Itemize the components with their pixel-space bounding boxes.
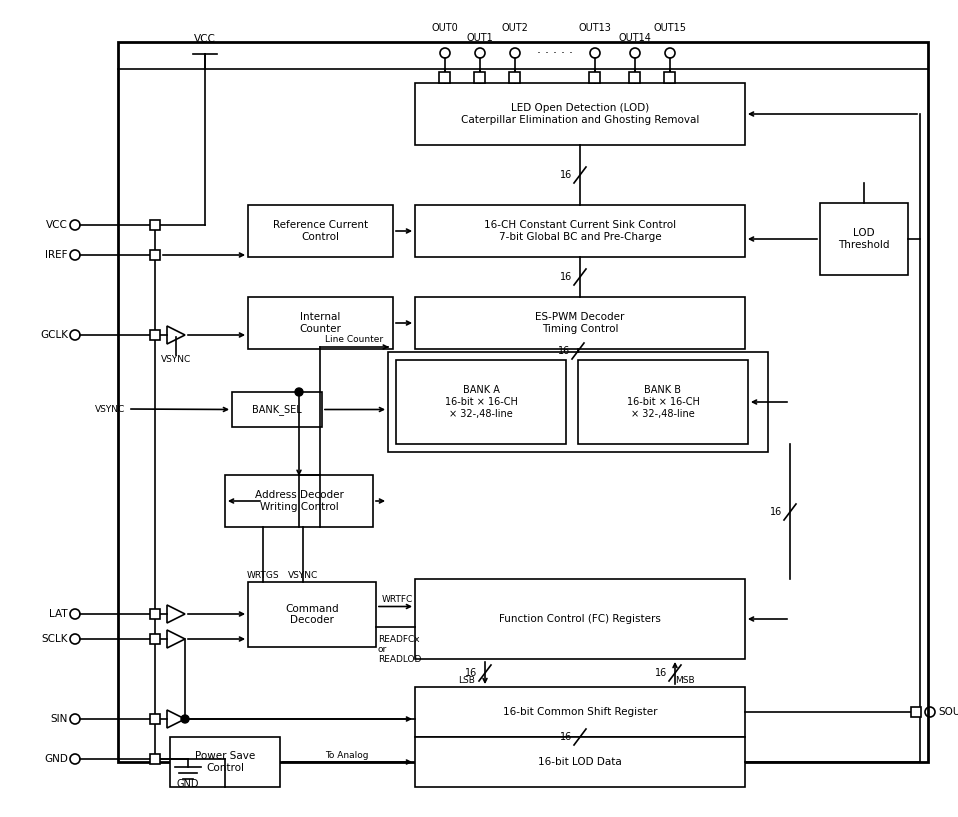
- Text: Command
Decoder: Command Decoder: [285, 604, 339, 625]
- Text: ES-PWM Decoder
Timing Control: ES-PWM Decoder Timing Control: [536, 312, 625, 334]
- Text: OUT15: OUT15: [653, 23, 687, 33]
- FancyBboxPatch shape: [118, 42, 928, 762]
- Text: To Analog: To Analog: [326, 751, 369, 760]
- Text: WRTGS: WRTGS: [247, 571, 280, 580]
- Text: Power Save
Control: Power Save Control: [194, 751, 255, 773]
- Text: OUT2: OUT2: [502, 23, 529, 33]
- Text: 16: 16: [559, 272, 572, 282]
- Text: 16-bit LOD Data: 16-bit LOD Data: [538, 757, 622, 767]
- Text: VSYNC: VSYNC: [287, 571, 318, 580]
- Text: 16: 16: [559, 732, 572, 742]
- Text: GND: GND: [176, 779, 199, 789]
- FancyBboxPatch shape: [150, 609, 160, 619]
- FancyBboxPatch shape: [225, 475, 373, 527]
- Text: Internal
Counter: Internal Counter: [300, 312, 341, 334]
- Text: 16: 16: [769, 507, 782, 517]
- Text: OUT13: OUT13: [579, 23, 611, 33]
- Text: SCLK: SCLK: [41, 634, 68, 644]
- Text: OUT14: OUT14: [619, 33, 651, 43]
- Circle shape: [295, 388, 303, 396]
- FancyBboxPatch shape: [232, 392, 322, 427]
- FancyBboxPatch shape: [510, 72, 520, 83]
- FancyBboxPatch shape: [150, 714, 160, 724]
- Text: LSB: LSB: [459, 676, 475, 685]
- FancyBboxPatch shape: [248, 205, 393, 257]
- Text: 16-CH Constant Current Sink Control
7-bit Global BC and Pre-Charge: 16-CH Constant Current Sink Control 7-bi…: [484, 221, 676, 242]
- FancyBboxPatch shape: [629, 72, 641, 83]
- Text: WRTFC: WRTFC: [381, 596, 413, 605]
- Text: BANK B
16-bit × 16-CH
× 32-,48-line: BANK B 16-bit × 16-CH × 32-,48-line: [627, 386, 699, 418]
- Text: Line Counter: Line Counter: [325, 335, 383, 344]
- FancyBboxPatch shape: [665, 72, 675, 83]
- Text: 16: 16: [465, 668, 477, 678]
- FancyBboxPatch shape: [396, 360, 566, 444]
- Text: Function Control (FC) Registers: Function Control (FC) Registers: [499, 614, 661, 624]
- FancyBboxPatch shape: [474, 72, 486, 83]
- Text: Address Decoder
Writing Control: Address Decoder Writing Control: [255, 490, 343, 511]
- Text: GND: GND: [44, 754, 68, 764]
- FancyBboxPatch shape: [820, 203, 908, 275]
- FancyBboxPatch shape: [415, 579, 745, 659]
- Circle shape: [181, 715, 189, 723]
- Text: BANK_SEL: BANK_SEL: [252, 404, 302, 415]
- Text: VCC: VCC: [46, 220, 68, 230]
- Text: BANK A
16-bit × 16-CH
× 32-,48-line: BANK A 16-bit × 16-CH × 32-,48-line: [445, 386, 517, 418]
- Text: VCC: VCC: [194, 34, 216, 44]
- FancyBboxPatch shape: [150, 250, 160, 260]
- FancyBboxPatch shape: [170, 737, 280, 787]
- Text: LOD
Threshold: LOD Threshold: [838, 228, 890, 250]
- FancyBboxPatch shape: [911, 707, 921, 717]
- FancyBboxPatch shape: [578, 360, 748, 444]
- Text: · · · · ·: · · · · ·: [537, 47, 573, 60]
- FancyBboxPatch shape: [415, 205, 745, 257]
- Text: IREF: IREF: [45, 250, 68, 260]
- FancyBboxPatch shape: [150, 220, 160, 230]
- FancyBboxPatch shape: [415, 83, 745, 145]
- Text: OUT1: OUT1: [467, 33, 493, 43]
- FancyBboxPatch shape: [150, 330, 160, 340]
- Text: VSYNC: VSYNC: [95, 404, 125, 413]
- Text: VSYNC: VSYNC: [161, 355, 192, 364]
- FancyBboxPatch shape: [150, 754, 160, 764]
- FancyBboxPatch shape: [415, 737, 745, 787]
- Text: LAT: LAT: [50, 609, 68, 619]
- FancyBboxPatch shape: [248, 297, 393, 349]
- Text: OUT0: OUT0: [432, 23, 458, 33]
- Text: Reference Current
Control: Reference Current Control: [273, 221, 368, 242]
- Text: 16: 16: [654, 668, 667, 678]
- FancyBboxPatch shape: [440, 72, 450, 83]
- FancyBboxPatch shape: [248, 582, 376, 647]
- FancyBboxPatch shape: [388, 352, 768, 452]
- FancyBboxPatch shape: [150, 634, 160, 644]
- Text: SOUT: SOUT: [938, 707, 958, 717]
- Text: LED Open Detection (LOD)
Caterpillar Elimination and Ghosting Removal: LED Open Detection (LOD) Caterpillar Eli…: [461, 103, 699, 125]
- FancyBboxPatch shape: [415, 297, 745, 349]
- Text: 16: 16: [558, 346, 570, 356]
- Text: SIN: SIN: [51, 714, 68, 724]
- FancyBboxPatch shape: [415, 687, 745, 737]
- FancyBboxPatch shape: [589, 72, 601, 83]
- Text: READFCx
or
READLOD: READFCx or READLOD: [378, 635, 422, 664]
- Text: MSB: MSB: [675, 676, 695, 685]
- Text: 16: 16: [559, 170, 572, 180]
- Text: GCLK: GCLK: [40, 330, 68, 340]
- Text: 16-bit Common Shift Register: 16-bit Common Shift Register: [503, 707, 657, 717]
